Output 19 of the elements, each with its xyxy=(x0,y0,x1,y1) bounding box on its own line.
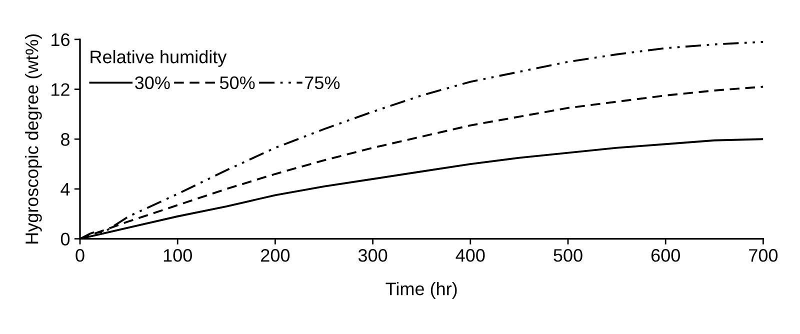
legend-label: 30% xyxy=(135,76,170,90)
y-tick-label: 16 xyxy=(52,33,70,46)
x-tick-label: 300 xyxy=(358,249,388,262)
x-tick-label: 500 xyxy=(554,249,582,262)
y-tick-label: 12 xyxy=(52,83,70,96)
x-axis-title: Time (hr) xyxy=(386,282,457,299)
x-tick-label: 200 xyxy=(261,249,290,262)
x-tick-label: 400 xyxy=(456,249,485,262)
x-tick-label: 600 xyxy=(651,249,680,262)
y-axis-title: Hygroscopic degree (wt%) xyxy=(25,34,42,244)
legend-label: 50% xyxy=(220,76,255,90)
y-tick-label: 8 xyxy=(61,133,70,146)
y-tick-label: 4 xyxy=(60,183,70,196)
legend-label: 75% xyxy=(305,76,340,90)
y-tick-label: 0 xyxy=(60,232,70,246)
legend-title: Relative humidity xyxy=(90,50,227,67)
x-tick-label: 0 xyxy=(76,249,84,262)
x-tick-label: 100 xyxy=(164,249,192,262)
x-tick-label: 700 xyxy=(749,249,778,262)
